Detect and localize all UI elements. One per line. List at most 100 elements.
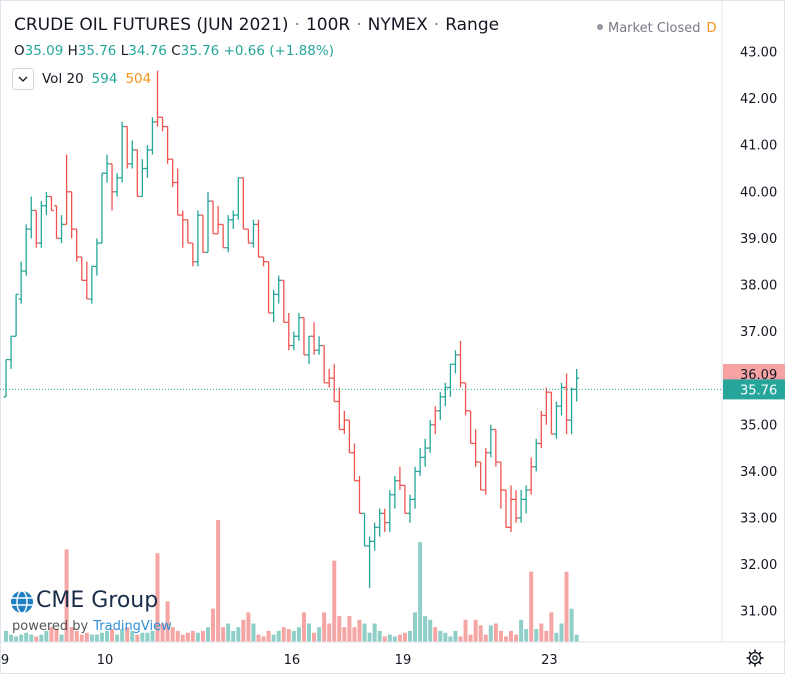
ohlc-bar[interactable] <box>23 224 29 276</box>
ohlc-bar[interactable] <box>245 228 251 244</box>
ohlc-bar[interactable] <box>13 293 19 337</box>
ohlc-bar[interactable] <box>513 490 519 523</box>
ohlc-bar[interactable] <box>89 265 95 304</box>
ohlc-bar[interactable] <box>417 448 423 477</box>
ohlc-bar[interactable] <box>311 322 317 355</box>
ohlc-bar[interactable] <box>84 261 90 300</box>
ohlc-bar[interactable] <box>442 382 448 407</box>
ohlc-bar[interactable] <box>553 401 559 439</box>
ohlc-bar[interactable] <box>149 117 155 155</box>
ohlc-bar[interactable] <box>412 466 418 509</box>
ohlc-bar[interactable] <box>321 344 327 384</box>
ohlc-bar[interactable] <box>230 210 236 230</box>
interval[interactable]: 100R <box>305 15 351 35</box>
ohlc-bar[interactable] <box>437 392 443 421</box>
ohlc-bar[interactable] <box>175 168 181 216</box>
ohlc-bar[interactable] <box>48 195 54 212</box>
ohlc-bar[interactable] <box>69 191 75 239</box>
ohlc-bar[interactable] <box>402 484 408 514</box>
ohlc-bar[interactable] <box>3 358 9 398</box>
ohlc-bar[interactable] <box>559 382 564 416</box>
ohlc-bar[interactable] <box>493 428 499 467</box>
ohlc-bar[interactable] <box>261 256 267 267</box>
ohlc-bar[interactable] <box>256 219 261 258</box>
price-axis[interactable]: 31.0032.0033.0034.0035.0036.0037.0038.00… <box>740 46 777 620</box>
ohlc-bar[interactable] <box>331 364 337 403</box>
gear-icon[interactable] <box>745 648 765 668</box>
ohlc-bar[interactable] <box>64 154 70 226</box>
ohlc-bar[interactable] <box>351 443 357 482</box>
ohlc-bar[interactable] <box>210 200 216 235</box>
ohlc-bar[interactable] <box>235 177 241 220</box>
ohlc-bar[interactable] <box>397 466 403 491</box>
ohlc-bar[interactable] <box>367 536 373 588</box>
ohlc-bar[interactable] <box>392 476 398 509</box>
ohlc-bar[interactable] <box>336 387 342 431</box>
collapse-legend-button[interactable] <box>12 68 34 90</box>
ohlc-bar[interactable] <box>170 158 176 188</box>
ohlc-bar[interactable] <box>483 448 489 495</box>
ohlc-bar[interactable] <box>346 419 352 454</box>
ohlc-bar[interactable] <box>432 406 438 435</box>
ohlc-bar[interactable] <box>341 410 347 435</box>
ohlc-bar[interactable] <box>165 125 171 164</box>
ohlc-bar[interactable] <box>28 196 34 239</box>
ohlc-bar[interactable] <box>357 476 362 514</box>
ohlc-bar[interactable] <box>316 336 322 355</box>
ohlc-bar[interactable] <box>129 140 135 169</box>
ohlc-bar[interactable] <box>296 312 302 341</box>
ohlc-bar[interactable] <box>79 256 85 281</box>
ohlc-bar[interactable] <box>250 219 256 248</box>
ohlc-bar[interactable] <box>291 331 297 351</box>
ohlc-bar[interactable] <box>8 335 14 369</box>
ohlc-bar[interactable] <box>458 340 463 388</box>
ohlc-bar[interactable] <box>225 215 231 253</box>
ohlc-bar[interactable] <box>326 368 332 388</box>
volume-name[interactable]: Vol 20 <box>42 71 84 87</box>
ohlc-bar[interactable] <box>18 261 24 304</box>
ohlc-bar[interactable] <box>99 172 105 244</box>
tradingview-link[interactable]: TradingView <box>93 619 172 634</box>
ohlc-bar[interactable] <box>533 438 539 472</box>
ohlc-bar[interactable] <box>498 461 504 509</box>
ohlc-bar[interactable] <box>240 177 246 230</box>
ohlc-bar[interactable] <box>205 191 211 254</box>
ohlc-bar[interactable] <box>276 275 282 304</box>
ohlc-bar[interactable] <box>452 350 458 374</box>
ohlc-bar[interactable] <box>109 163 115 211</box>
ohlc-bar[interactable] <box>569 387 575 435</box>
ohlc-bar[interactable] <box>377 508 383 537</box>
ohlc-bar[interactable] <box>266 261 272 314</box>
ohlc-bar[interactable] <box>503 489 509 528</box>
ohlc-bar[interactable] <box>488 424 494 458</box>
ohlc-bar[interactable] <box>33 209 39 248</box>
ohlc-bar[interactable] <box>538 410 544 449</box>
ohlc-bar[interactable] <box>362 512 368 547</box>
ohlc-bar[interactable] <box>38 201 44 248</box>
ohlc-bar[interactable] <box>508 485 514 532</box>
ohlc-bar[interactable] <box>286 312 292 351</box>
ohlc-bar[interactable] <box>180 210 186 248</box>
ohlc-bar[interactable] <box>447 363 453 397</box>
ohlc-bar[interactable] <box>564 373 570 435</box>
ohlc-bar[interactable] <box>463 382 469 416</box>
ohlc-bar[interactable] <box>185 219 191 244</box>
ohlc-bar[interactable] <box>124 125 130 169</box>
ohlc-bar[interactable] <box>473 429 479 467</box>
ohlc-bar[interactable] <box>220 223 226 249</box>
ohlc-bar[interactable] <box>119 121 125 183</box>
ohlc-bar[interactable] <box>518 490 524 523</box>
ohlc-bar[interactable] <box>382 508 388 532</box>
ohlc-bar[interactable] <box>574 368 580 402</box>
ohlc-bar[interactable] <box>281 279 287 323</box>
ohlc-bar[interactable] <box>427 420 433 453</box>
chart-style[interactable]: Range <box>445 15 500 35</box>
ohlc-bar[interactable] <box>301 316 307 356</box>
ohlc-bar[interactable] <box>43 191 49 216</box>
ohlc-bar[interactable] <box>114 173 120 197</box>
ohlc-bar[interactable] <box>422 438 428 467</box>
ohlc-bar[interactable] <box>468 410 474 445</box>
ohlc-bar[interactable] <box>134 149 140 198</box>
ohlc-bar[interactable] <box>543 387 549 425</box>
